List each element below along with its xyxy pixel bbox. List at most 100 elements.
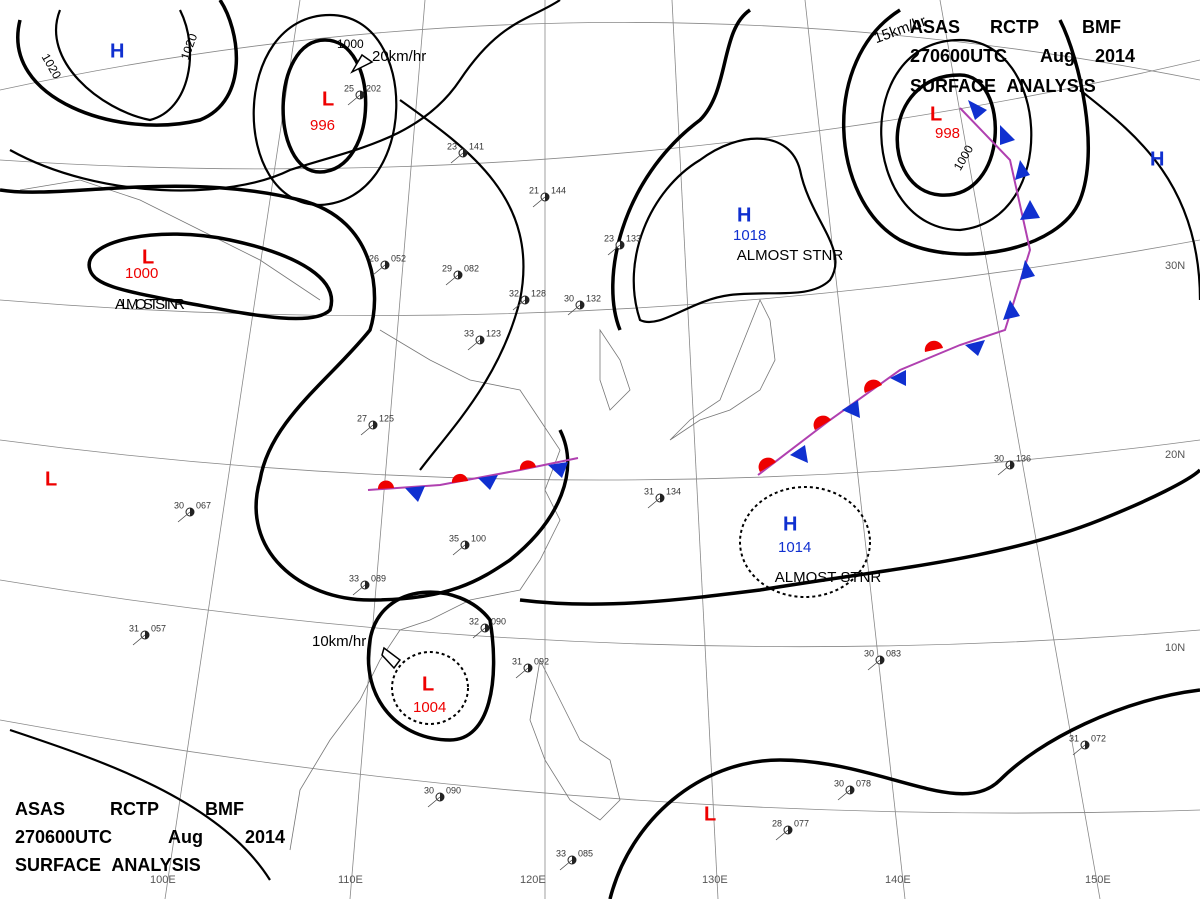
header-office: BMF (1082, 17, 1121, 37)
lon-label: 130E (702, 874, 728, 886)
center-note: ALMOST STNR (775, 569, 882, 586)
wind-barb (532, 196, 546, 208)
station-temp: 33 (464, 328, 474, 338)
station-plot: 31 072 (1069, 733, 1106, 756)
header-office: BMF (205, 799, 244, 819)
station-plot: 33 123 (464, 328, 501, 351)
lon-line (671, 0, 719, 899)
stationary-front (757, 107, 1032, 476)
station-temp: 32 (469, 616, 479, 626)
header-station: RCTP (110, 799, 159, 819)
station-temp: 27 (357, 413, 367, 423)
wind-barb (372, 264, 386, 276)
wind-barb (445, 274, 459, 286)
station-plot: 30 078 (834, 778, 871, 801)
wind-barb (997, 464, 1011, 476)
wind-barb (515, 667, 529, 679)
stationary-front (367, 457, 579, 491)
station-cover (572, 856, 576, 864)
coastline (529, 658, 621, 821)
station-plot: 23 133 (604, 233, 641, 256)
wind-barb (867, 659, 881, 671)
station-temp: 26 (369, 253, 379, 263)
header-time: 270600UTC (15, 827, 112, 847)
station-cover (458, 271, 462, 279)
station-cover (365, 581, 369, 589)
isobar (87, 232, 334, 321)
wind-barb (427, 796, 441, 808)
header-year: 2014 (245, 827, 285, 847)
isobar (608, 688, 1200, 899)
station-pressure: 134 (666, 486, 681, 496)
lat-label: 10N (1165, 642, 1185, 654)
wind-barb (775, 829, 789, 841)
low-symbol: L (322, 88, 334, 110)
station-plot: 35 100 (449, 533, 486, 556)
center-note: ALMOST STNR (115, 296, 185, 313)
cold-front-symbols (405, 462, 568, 502)
station-cover (528, 664, 532, 672)
wind-barb (132, 634, 146, 646)
station-temp: 31 (644, 486, 654, 496)
station-plot: 30 083 (864, 648, 901, 671)
isobar-label: 1000 (337, 37, 364, 51)
station-pressure: 141 (469, 141, 484, 151)
isobar-dotted (391, 651, 469, 725)
station-temp: 30 (424, 785, 434, 795)
station-pressure: 090 (446, 785, 461, 795)
graticule-labels: 30N 20N 10N 100E 110E 120E 130E 140E 150… (150, 260, 1185, 886)
station-temp: 23 (447, 141, 457, 151)
station-cover (545, 193, 549, 201)
station-cover (660, 494, 664, 502)
coastline (19, 179, 321, 301)
station-plot: 31 057 (129, 623, 166, 646)
isobar (9, 728, 271, 881)
motion-arrow (381, 646, 402, 670)
station-cover (580, 301, 584, 309)
isobar (54, 9, 192, 122)
high-symbol: H (110, 40, 124, 62)
station-temp: 31 (129, 623, 139, 633)
station-temp: 25 (344, 83, 354, 93)
station-pressure: 090 (491, 616, 506, 626)
wind-barb (360, 424, 374, 436)
header-time: 270600UTC (910, 46, 1007, 66)
center-pressure: 1004 (413, 699, 446, 716)
isobar (519, 468, 1200, 606)
fronts (367, 100, 1040, 502)
station-pressure: 082 (464, 263, 479, 273)
isobar (399, 99, 525, 471)
lon-line (804, 0, 906, 899)
wind-barb (452, 544, 466, 556)
isobar (611, 8, 752, 331)
station-pressure: 123 (486, 328, 501, 338)
station-cover (1085, 741, 1089, 749)
wind-barb (450, 152, 464, 164)
wind-barb (837, 789, 851, 801)
station-cover (360, 91, 364, 99)
lat-line (0, 719, 1200, 814)
lon-line (939, 0, 1101, 899)
lon-label: 100E (150, 874, 176, 886)
station-pressure: 077 (794, 818, 809, 828)
station-pressure: 132 (586, 293, 601, 303)
isobar (0, 184, 570, 602)
warm-front-symbols (377, 460, 536, 489)
lat-line (0, 59, 1200, 170)
header-station: RCTP (990, 17, 1039, 37)
center-pressure: 998 (935, 125, 960, 142)
header-title: SURFACE ANALYSIS (15, 855, 201, 875)
station-pressure: 052 (391, 253, 406, 263)
center-pressure: 996 (310, 117, 335, 134)
center-pressure: 1014 (778, 539, 811, 556)
lon-label: 110E (338, 874, 363, 886)
station-temp: 28 (772, 818, 782, 828)
station-pressure: 092 (534, 656, 549, 666)
station-plot: 31 092 (512, 656, 549, 679)
station-cover (850, 786, 854, 794)
station-temp: 32 (509, 288, 519, 298)
isobar (842, 8, 1091, 256)
station-cover (1010, 461, 1014, 469)
